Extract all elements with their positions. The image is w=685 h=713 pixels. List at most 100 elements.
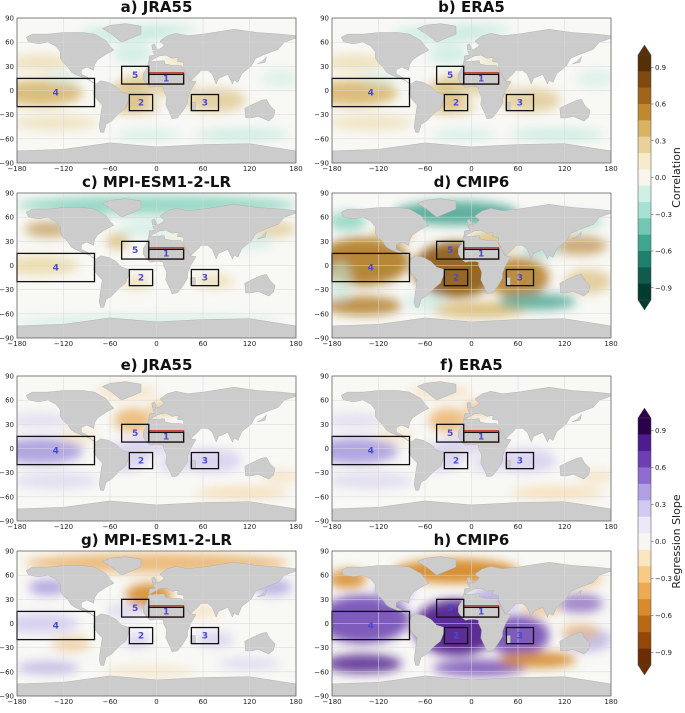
colorbar-extension [637, 44, 652, 56]
y-tick-label: 90 [5, 190, 14, 198]
region-label: 2 [138, 99, 144, 109]
land-mass [559, 457, 591, 480]
x-tick-label: 60 [199, 698, 208, 706]
region-box [505, 451, 535, 470]
region-box [148, 431, 185, 443]
y-tick-label: −60 [0, 135, 14, 143]
x-tick-label: −180 [7, 165, 26, 173]
land-mass [257, 56, 267, 65]
x-tick-label: 180 [604, 698, 617, 706]
x-tick-label: 120 [243, 340, 256, 348]
colorbar-segment [638, 500, 651, 518]
y-tick-label: 0 [10, 620, 14, 628]
field-contour [332, 472, 414, 489]
y-tick-label: 30 [320, 421, 329, 429]
region-box [148, 73, 185, 85]
colorbar-segment [638, 267, 651, 284]
x-tick-label: 0 [469, 165, 473, 173]
x-tick-label: 60 [199, 523, 208, 531]
field-contour [113, 408, 153, 433]
land-mass [341, 207, 430, 260]
region-label: 3 [517, 457, 523, 467]
colorbar-tick-label: 0.3 [655, 501, 666, 509]
field-contour [17, 438, 83, 464]
colorbar-segment [638, 467, 651, 485]
colorbar-label: Correlation [670, 147, 683, 208]
region-label: 5 [447, 71, 453, 81]
panel-title: d) CMIP6 [434, 173, 510, 191]
region-label: 3 [517, 99, 523, 109]
y-tick-label: 60 [5, 39, 14, 47]
map-frame [16, 192, 297, 339]
region-label: 1 [478, 607, 484, 617]
x-tick-label: 120 [558, 165, 571, 173]
land-mass [466, 218, 473, 226]
region-label: 4 [368, 622, 374, 632]
y-tick-label: 60 [320, 39, 329, 47]
panel-title: c) MPI-ESM1-2-LR [82, 173, 232, 191]
region-box [463, 248, 500, 260]
x-tick-label: −180 [322, 165, 341, 173]
x-tick-label: 0 [469, 523, 473, 531]
land-mass [244, 274, 276, 297]
land-mass [151, 576, 158, 584]
panel-title: a) JRA55 [121, 0, 193, 16]
x-tick-label: −120 [54, 340, 73, 348]
x-tick-label: 180 [604, 523, 617, 531]
land-mass [466, 43, 473, 51]
colorbar-segment [638, 533, 651, 551]
y-tick-label: 30 [5, 63, 14, 71]
region-box [148, 248, 185, 260]
field-contour [113, 44, 153, 64]
y-tick-label: −30 [0, 469, 14, 477]
land-mass [244, 457, 276, 480]
region-box [190, 451, 220, 470]
land-mass [341, 565, 430, 618]
colorbar-tick-label: 0.9 [655, 64, 666, 72]
colorbar-segment [638, 169, 651, 186]
colorbar-segment [638, 648, 651, 666]
x-tick-label: 0 [469, 698, 473, 706]
x-tick-label: −60 [418, 165, 433, 173]
x-tick-label: 120 [558, 340, 571, 348]
colorbar-tick-label: −0.3 [655, 211, 672, 219]
x-tick-label: 120 [243, 698, 256, 706]
field-contour [106, 603, 145, 620]
x-tick-label: −180 [322, 340, 341, 348]
region-label: 3 [517, 632, 523, 642]
region-label: 4 [53, 622, 59, 632]
land-mass [244, 99, 276, 122]
colorbar-segment [638, 632, 651, 649]
colorbar-tick-label: −0.9 [655, 284, 672, 292]
colorbar-segment [638, 418, 651, 435]
map-panel: h) CMIP6 1 2 3 4 5 −180 −120 −60 0 60 120 180 90 60 30 0… [314, 531, 617, 706]
x-tick-label: −180 [322, 523, 341, 531]
y-tick-label: −60 [0, 668, 14, 676]
field-contour [428, 44, 468, 64]
panel-title: b) ERA5 [438, 0, 505, 16]
y-tick-label: 90 [5, 15, 14, 23]
y-tick-label: 90 [320, 548, 329, 556]
land-mass [93, 80, 130, 133]
y-tick-label: −60 [0, 493, 14, 501]
y-tick-label: 60 [5, 214, 14, 222]
region-box [128, 626, 154, 645]
x-tick-label: 60 [514, 523, 523, 531]
x-tick-label: 120 [243, 165, 256, 173]
colorbar-segment [638, 483, 651, 501]
region-box [128, 93, 154, 112]
field-contour [576, 70, 611, 87]
y-tick-label: −30 [0, 286, 14, 294]
region-label: 1 [478, 249, 484, 259]
x-tick-label: −60 [103, 340, 118, 348]
field-contour [332, 654, 402, 674]
map-panel: d) CMIP6 1 2 3 4 5 −180 −120 −60 0 60 120 180 90 60 30 0… [314, 173, 617, 348]
colorbar-segment [638, 120, 651, 137]
region-label: 2 [138, 632, 144, 642]
region-label: 2 [453, 457, 459, 467]
y-tick-label: −60 [0, 310, 14, 318]
y-tick-label: 0 [10, 445, 14, 453]
y-tick-label: −90 [314, 335, 329, 343]
colorbar-segment [638, 55, 651, 72]
field-contour [17, 661, 79, 675]
